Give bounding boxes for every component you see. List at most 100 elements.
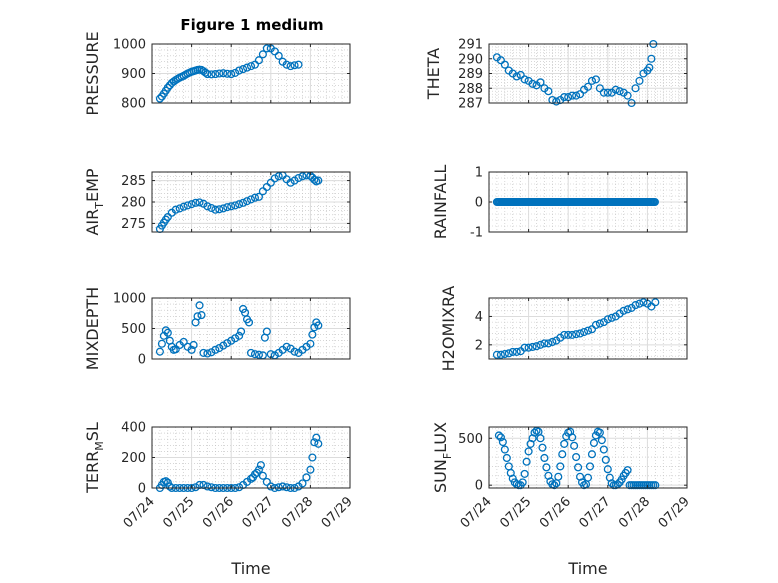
data-point: [175, 204, 184, 213]
data-point: [500, 349, 509, 359]
data-point: [250, 470, 260, 479]
data-point: [520, 469, 529, 478]
data-point: [310, 438, 319, 447]
data-point: [560, 93, 569, 102]
data-point: [591, 320, 600, 330]
data-point: [310, 175, 319, 184]
y-axis-label: PRESSURE: [83, 31, 102, 115]
data-point: [512, 72, 521, 81]
data-point: [155, 347, 164, 356]
data-point: [650, 197, 659, 207]
data-point: [278, 171, 287, 180]
data-point: [286, 62, 295, 71]
data-point: [242, 63, 252, 72]
data-point: [544, 87, 553, 96]
data-point: [254, 350, 263, 359]
x-tick-label: 07/26: [537, 494, 574, 531]
data-point: [203, 349, 212, 358]
y-tick-label: 800: [121, 97, 146, 112]
data-point: [623, 91, 632, 100]
data-point: [155, 94, 164, 103]
data-point: [258, 187, 267, 196]
y-tick-label: 1000: [113, 38, 146, 53]
data-point: [536, 434, 545, 443]
data-point: [163, 212, 172, 222]
data-point: [595, 84, 604, 93]
data-point: [576, 329, 585, 338]
data-point: [282, 60, 291, 69]
data-point: [552, 97, 561, 106]
data-point: [256, 461, 265, 470]
y-axis-label: THETA: [424, 48, 443, 100]
data-point: [262, 477, 271, 486]
axes-box: [488, 426, 688, 489]
data-point: [568, 91, 577, 100]
data-point: [512, 347, 521, 356]
data-point: [254, 192, 263, 201]
data-point: [203, 482, 212, 491]
data-point: [235, 200, 244, 209]
data-point: [496, 433, 505, 442]
data-point: [583, 326, 593, 335]
x-tick-label: 07/28: [616, 494, 653, 531]
y-tick-label: 4: [475, 310, 483, 325]
data-point: [550, 481, 559, 490]
data-point: [572, 330, 581, 339]
subplot-rainfall: -1 0 1 RAINFALL: [431, 165, 688, 241]
data-point: [286, 178, 295, 187]
data-point: [258, 50, 267, 59]
subplot-h2omixra: 2 4 H2OMIXRA: [439, 286, 688, 372]
data-point: [211, 205, 220, 214]
data-point: [568, 330, 577, 339]
data-point: [195, 301, 204, 310]
data-point: [207, 348, 216, 357]
x-tick-label: 07/27: [240, 494, 277, 531]
data-point: [540, 453, 549, 463]
data-point: [504, 462, 513, 471]
data-point: [542, 463, 551, 472]
data-point: [298, 479, 307, 488]
data-point: [274, 51, 283, 60]
data-point: [597, 436, 606, 445]
data-point: [270, 47, 279, 56]
y-tick-label: 2: [475, 338, 483, 353]
data-point: [298, 172, 307, 181]
data-point: [227, 202, 236, 211]
data-point: [558, 450, 567, 459]
data-point: [183, 201, 192, 210]
data-point: [290, 61, 299, 70]
data-point: [585, 462, 595, 471]
data-point: [528, 342, 537, 351]
x-tick-label: 07/25: [160, 494, 197, 531]
data-point: [536, 78, 545, 87]
data-point: [619, 306, 628, 315]
data-point: [639, 298, 648, 307]
data-point: [199, 348, 208, 357]
data-point: [223, 203, 232, 212]
data-point: [235, 66, 244, 75]
data-point: [157, 339, 166, 348]
data-point: [536, 340, 545, 349]
subplot-terr-msl: 0 200 400 TERRMSL 07/24 07/25 07/26 07/27 07/28 0…: [83, 421, 356, 579]
data-point: [502, 453, 511, 463]
data-point: [223, 339, 232, 348]
x-tick-label: 07/25: [497, 494, 534, 531]
data-point: [524, 343, 533, 352]
data-point: [554, 472, 563, 481]
data-point: [270, 174, 279, 183]
x-axis-label: Time: [567, 559, 607, 578]
data-point: [615, 87, 624, 96]
y-tick-label: 1000: [113, 292, 146, 307]
data-point: [282, 483, 291, 492]
y-axis-label: H2OMIXRA: [439, 286, 458, 372]
y-tick-label: -1: [470, 226, 483, 241]
data-point: [631, 84, 640, 93]
data-point: [599, 88, 608, 97]
y-tick-label: 288: [458, 82, 483, 97]
data-point: [528, 79, 537, 88]
data-point: [645, 63, 654, 72]
data-point: [189, 340, 198, 350]
data-point: [314, 321, 323, 330]
